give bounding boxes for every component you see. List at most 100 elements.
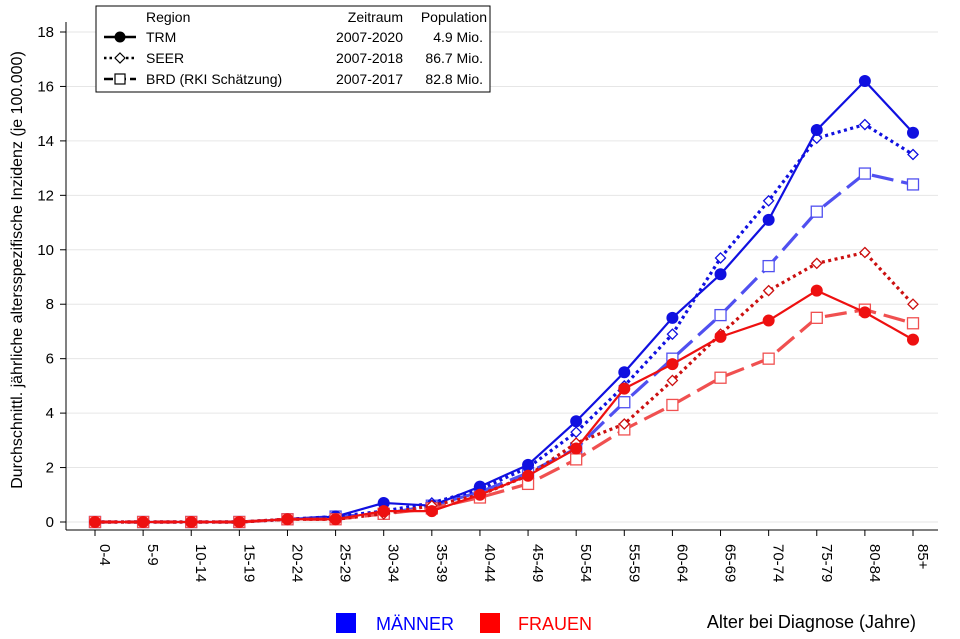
data-point — [522, 458, 535, 471]
legend-trm-marker — [114, 31, 126, 43]
legend-brd-period: 2007-2017 — [336, 71, 403, 87]
data-point — [762, 284, 775, 297]
data-point — [425, 505, 438, 518]
x-tick-label: 30-34 — [385, 544, 402, 582]
series-women-square — [88, 303, 920, 529]
x-axis: 0-4 5-9 10-14 15-19 20-24 25-29 30-34 35-39 40-4… — [66, 529, 938, 582]
data-point — [714, 308, 727, 322]
y-tick-label: 4 — [46, 405, 54, 422]
x-tick-label: 15-19 — [240, 544, 257, 582]
legend-brd-label: BRD (RKI Schätzung) — [146, 71, 282, 87]
series-men-square — [88, 167, 920, 529]
data-point — [907, 126, 919, 139]
sex-legend-women-label: FRAUEN — [518, 614, 592, 634]
data-point — [185, 516, 198, 528]
data-point — [907, 148, 919, 161]
x-tick-label: 70-74 — [770, 544, 787, 582]
data-point — [858, 118, 871, 131]
data-point — [89, 516, 101, 528]
data-point — [762, 352, 775, 365]
legend-header-region: Region — [146, 9, 190, 25]
data-point — [906, 317, 920, 330]
series-men-circle — [89, 75, 919, 528]
data-point — [666, 398, 679, 412]
x-tick-label: 75-79 — [818, 544, 835, 582]
legend-seer-period: 2007-2018 — [336, 50, 403, 66]
x-tick-label: 60-64 — [673, 544, 690, 582]
x-tick-label: 55-59 — [625, 544, 642, 582]
x-tick-label: 85+ — [914, 544, 931, 570]
data-point — [714, 268, 727, 281]
data-point — [762, 314, 775, 327]
y-tick-label: 2 — [46, 460, 54, 477]
x-tick-label: 45-49 — [529, 544, 546, 582]
data-point — [570, 442, 583, 455]
y-tick-label: 6 — [46, 351, 54, 368]
data-point — [137, 516, 150, 528]
data-point — [858, 306, 871, 319]
legend-trm-label: TRM — [146, 29, 176, 45]
data-point — [907, 298, 919, 311]
data-point — [858, 75, 871, 87]
data-point — [762, 213, 775, 226]
x-tick-label: 25-29 — [337, 544, 354, 582]
legend-brd-population: 82.8 Mio. — [425, 71, 483, 87]
legend-trm-period: 2007-2020 — [336, 29, 403, 45]
data-point — [570, 415, 583, 428]
legend: Region Zeitraum Population TRM 2007-2020… — [95, 5, 491, 93]
legend-brd-marker — [114, 73, 126, 85]
legend-seer-label: SEER — [146, 50, 184, 66]
y-tick-label: 16 — [37, 78, 54, 95]
data-point — [666, 311, 679, 324]
data-point — [907, 333, 919, 346]
data-point — [473, 488, 486, 501]
x-tick-label: 40-44 — [481, 544, 498, 582]
data-point — [810, 311, 823, 324]
series-line — [95, 250, 915, 524]
x-tick-label: 35-39 — [433, 544, 450, 582]
legend-box — [95, 5, 491, 93]
y-tick-label: 8 — [46, 296, 54, 313]
x-tick-label: 5-9 — [144, 544, 161, 566]
series-layer — [88, 75, 920, 529]
y-axis-label: Durchschnittl. jährliche altersspezifisc… — [9, 51, 26, 489]
data-point — [666, 374, 679, 387]
data-point — [618, 382, 631, 395]
data-point — [666, 358, 679, 371]
x-tick-label: 65-69 — [722, 544, 739, 582]
x-tick-label: 50-54 — [577, 544, 594, 582]
series-line — [95, 171, 914, 524]
data-point — [858, 167, 872, 180]
series-line — [95, 289, 914, 524]
sex-legend-men-label: MÄNNER — [376, 614, 454, 634]
data-point — [377, 505, 390, 518]
legend-seer-marker — [114, 52, 126, 64]
data-point — [329, 513, 342, 526]
legend-header-population: Population — [421, 9, 487, 25]
y-tick-label: 12 — [37, 187, 54, 204]
data-point — [570, 453, 583, 466]
legend-header-period: Zeitraum — [348, 9, 403, 25]
y-axis: 0 2 4 6 8 10 12 14 16 18 — [37, 22, 67, 531]
series-women-circle — [89, 284, 919, 528]
data-point — [810, 124, 823, 136]
data-point — [618, 418, 631, 430]
data-point — [714, 252, 727, 264]
data-point — [858, 246, 871, 259]
data-point — [522, 469, 535, 482]
y-tick-label: 14 — [37, 133, 54, 150]
data-point — [618, 396, 631, 409]
series-line — [95, 79, 914, 524]
x-tick-label: 10-14 — [192, 544, 209, 582]
x-tick-label: 20-24 — [288, 544, 305, 582]
sex-legend: MÄNNER FRAUEN — [336, 613, 592, 634]
data-point — [714, 330, 727, 343]
x-axis-label: Alter bei Diagnose (Jahre) — [707, 612, 916, 632]
y-tick-label: 10 — [37, 242, 54, 259]
data-point — [618, 366, 631, 379]
data-point — [714, 371, 727, 384]
data-point — [762, 259, 775, 273]
data-point — [762, 194, 775, 207]
y-tick-label: 18 — [37, 24, 54, 41]
legend-trm-population: 4.9 Mio. — [433, 29, 483, 45]
